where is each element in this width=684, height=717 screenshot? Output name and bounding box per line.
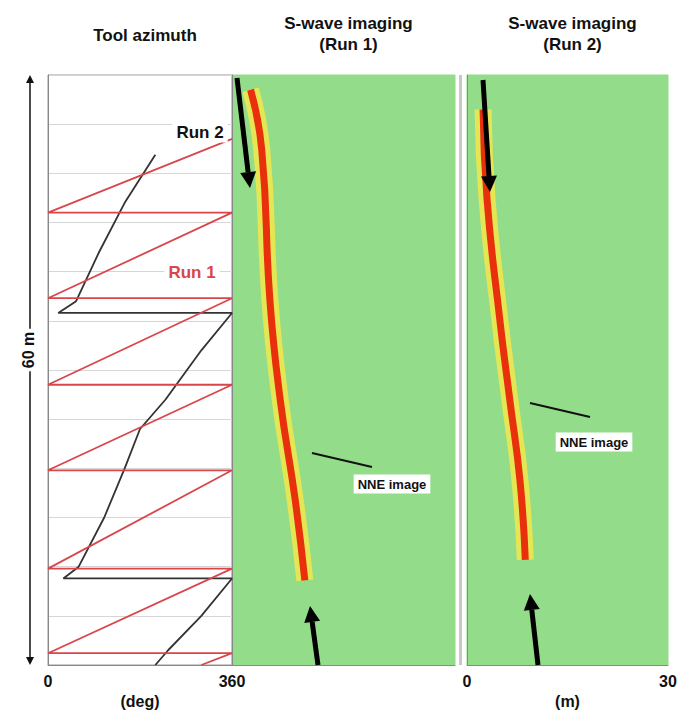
svg-text:0: 0 — [463, 673, 472, 690]
svg-text:60 m: 60 m — [20, 332, 37, 368]
svg-text:Tool azimuth: Tool azimuth — [93, 26, 197, 45]
svg-text:NNE image: NNE image — [560, 435, 629, 450]
svg-text:360: 360 — [219, 673, 246, 690]
svg-text:(Run 2): (Run 2) — [543, 35, 602, 54]
svg-text:(Run 1): (Run 1) — [319, 35, 378, 54]
svg-text:(m): (m) — [555, 693, 580, 710]
svg-text:Run 1: Run 1 — [168, 263, 215, 282]
svg-text:S-wave imaging: S-wave imaging — [508, 14, 636, 33]
svg-text:S-wave imaging: S-wave imaging — [284, 14, 412, 33]
svg-text:Run 2: Run 2 — [176, 123, 223, 142]
svg-text:0: 0 — [44, 673, 53, 690]
svg-text:NNE image: NNE image — [358, 477, 427, 492]
svg-text:(deg): (deg) — [120, 693, 159, 710]
svg-text:30: 30 — [659, 673, 677, 690]
